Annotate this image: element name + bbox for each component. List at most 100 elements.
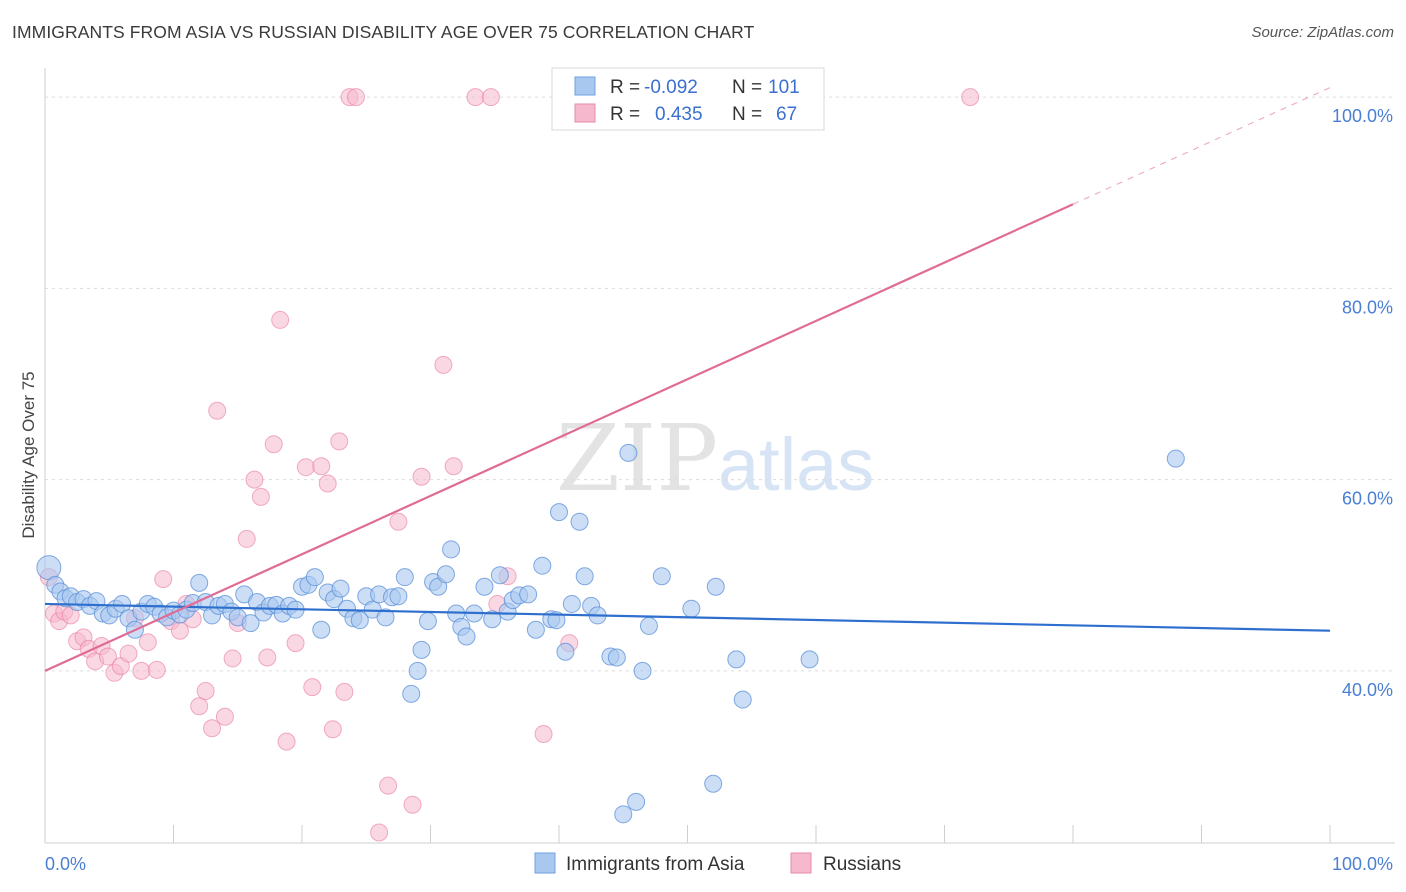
x-tick-labels: 0.0% 100.0%: [45, 854, 1393, 874]
asia-point-53: [376, 608, 395, 627]
y-tick-label-1: 60.0%: [1342, 489, 1393, 509]
bottom-legend-label-asia: Immigrants from Asia: [566, 854, 745, 875]
russians-point-26: [208, 401, 227, 420]
asia-point-91: [627, 792, 646, 811]
russians-point-15: [132, 661, 151, 680]
legend-r-label-russians: R =: [610, 104, 640, 125]
asia-point-56: [395, 568, 414, 587]
trend-lines: [44, 87, 1331, 672]
russians-point-33: [258, 648, 277, 667]
asia-point-96: [704, 774, 723, 793]
asia-point-59: [412, 640, 431, 659]
russians-point-10: [98, 647, 117, 666]
russians-point-30: [237, 529, 256, 548]
top-legend: R = -0.092 N = 101 R = 0.435 N = 67: [551, 67, 825, 131]
watermark-zip: ZIP: [556, 405, 718, 512]
asia-point-101: [1166, 449, 1185, 468]
asia-point-32: [241, 614, 260, 633]
asia-point-71: [490, 566, 509, 585]
russians-point-28: [223, 649, 242, 668]
asia-point-79: [547, 611, 566, 630]
axes: [44, 68, 1395, 844]
asia-point-46: [331, 579, 350, 598]
asia-point-100: [800, 650, 819, 669]
legend-n-label-asia: N =: [732, 77, 762, 98]
russians-point-50: [403, 795, 422, 814]
y-tick-labels: 40.0% 60.0% 80.0% 100.0%: [1332, 106, 1393, 700]
bottom-legend: Immigrants from Asia Russians: [534, 852, 901, 875]
russians-point-44: [335, 682, 354, 701]
asia-point-49: [350, 611, 369, 630]
y-tick-label-2: 80.0%: [1342, 297, 1393, 317]
legend-swatch-russians: [574, 103, 596, 123]
asia-trend-line: [44, 602, 1331, 632]
asia-point-88: [607, 648, 626, 667]
bottom-legend-label-russians: Russians: [823, 854, 901, 875]
legend-n-value-asia: 101: [768, 77, 800, 98]
russians-point-51: [412, 467, 431, 486]
russians-point-58: [534, 724, 553, 743]
asia-point-80: [550, 503, 568, 522]
asia-point-60: [418, 612, 437, 631]
asia-point-55: [389, 587, 408, 606]
x-tick-label-0: 0.0%: [45, 854, 86, 874]
asia-point-75: [519, 585, 538, 604]
russians-point-53: [444, 457, 463, 476]
russians-point-34: [264, 435, 283, 454]
russians-point-38: [296, 458, 315, 477]
russians-point-23: [190, 697, 209, 716]
asia-point-70: [483, 610, 502, 629]
asia-point-43: [312, 620, 331, 639]
asia-point-63: [436, 565, 455, 584]
russians-point-32: [251, 487, 270, 506]
russians-point-27: [215, 707, 234, 726]
russians-point-42: [323, 720, 342, 739]
russians-point-52: [434, 355, 453, 374]
russians-point-39: [303, 678, 322, 697]
legend-r-label-asia: R =: [610, 77, 640, 98]
asia-point-69: [475, 577, 494, 596]
legend-r-value-asia: -0.092: [644, 77, 698, 98]
asia-point-93: [639, 616, 658, 635]
russians-point-31: [245, 470, 264, 489]
russians-point-16: [138, 633, 157, 652]
asia-point-97: [706, 577, 725, 596]
russians-point-54: [466, 88, 485, 107]
asia-point-95: [682, 599, 701, 618]
asia-point-0: [36, 555, 62, 581]
russians-point-43: [330, 432, 349, 451]
legend-swatch-asia: [574, 76, 596, 96]
asia-point-24: [190, 573, 209, 592]
asia-point-84: [575, 567, 594, 586]
asia-point-82: [562, 594, 581, 613]
asia-point-81: [556, 642, 575, 661]
russians-point-40: [312, 457, 331, 476]
source-credit: Source: ZipAtlas.com: [1251, 24, 1394, 41]
russians-trend-extension: [1072, 87, 1331, 205]
russians-point-24: [196, 681, 215, 700]
asia-point-98: [727, 650, 746, 669]
watermark-atlas: atlas: [718, 423, 874, 506]
asia-point-83: [570, 512, 589, 531]
russians-point-25: [203, 719, 222, 738]
russians-point-36: [277, 732, 296, 751]
x-tick-label-1: 100.0%: [1332, 854, 1393, 874]
russians-point-41: [318, 474, 337, 493]
y-axis-label: Disability Age Over 75: [19, 371, 38, 538]
legend-r-value-russians: 0.435: [655, 104, 703, 125]
asia-point-92: [633, 661, 652, 680]
russians-point-35: [271, 310, 290, 329]
russians-point-18: [154, 570, 173, 589]
y-tick-label-3: 100.0%: [1332, 106, 1393, 126]
bottom-legend-swatch-russians: [790, 852, 812, 874]
asia-point-58: [408, 661, 427, 680]
asia-point-57: [402, 684, 421, 703]
bottom-legend-swatch-asia: [534, 852, 556, 874]
asia-point-76: [526, 620, 545, 639]
russians-point-55: [481, 88, 500, 107]
asia-point-42: [305, 568, 324, 587]
russians-point-47: [370, 823, 389, 842]
chart-title: IMMIGRANTS FROM ASIA VS RUSSIAN DISABILI…: [12, 22, 755, 42]
asia-point-67: [457, 627, 476, 646]
